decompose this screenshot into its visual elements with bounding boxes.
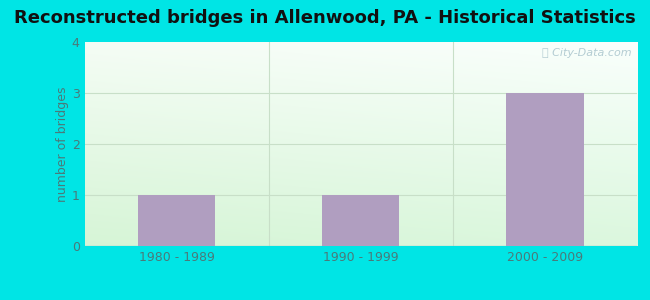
Bar bbox=[138, 195, 215, 246]
Text: Reconstructed bridges in Allenwood, PA - Historical Statistics: Reconstructed bridges in Allenwood, PA -… bbox=[14, 9, 636, 27]
Text: ⓘ City-Data.com: ⓘ City-Data.com bbox=[542, 48, 632, 58]
Y-axis label: number of bridges: number of bridges bbox=[56, 86, 69, 202]
Bar bbox=[322, 195, 399, 246]
Bar bbox=[506, 93, 584, 246]
